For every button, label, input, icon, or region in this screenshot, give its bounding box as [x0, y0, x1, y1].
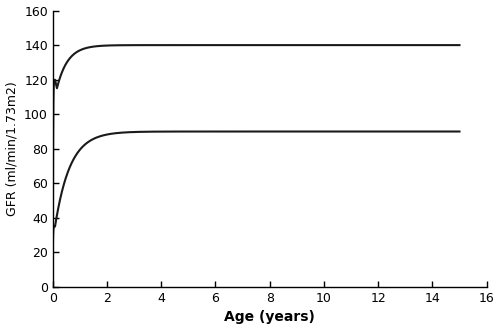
X-axis label: Age (years): Age (years): [224, 311, 315, 324]
Y-axis label: GFR (ml/min/1.73m2): GFR (ml/min/1.73m2): [6, 82, 18, 216]
